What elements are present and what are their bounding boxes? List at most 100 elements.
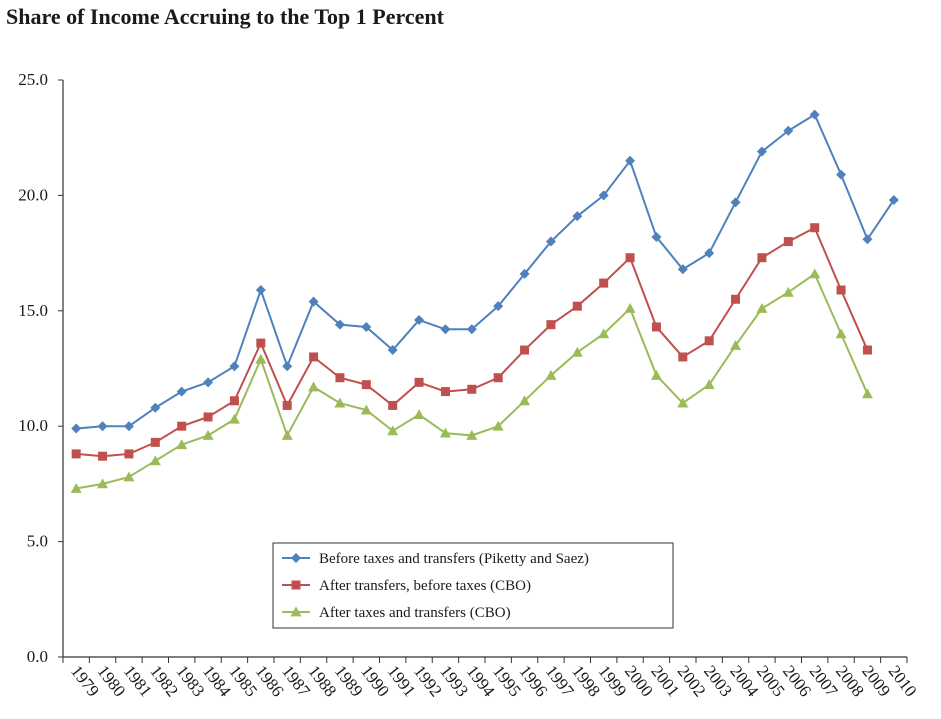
x-tick-label: 1987: [278, 662, 314, 701]
data-point: [572, 211, 583, 222]
data-point: [756, 302, 768, 313]
series-line: [76, 113, 895, 430]
data-point: [493, 373, 503, 383]
x-tick-label: 1995: [489, 662, 525, 700]
data-point: [519, 268, 530, 279]
data-point: [888, 195, 899, 206]
legend-box: [272, 542, 674, 629]
data-point: [308, 381, 320, 392]
data-point: [810, 223, 820, 233]
data-point: [97, 478, 109, 489]
data-point: [150, 402, 161, 413]
legend-label: After transfers, before taxes (CBO): [319, 578, 531, 594]
data-point: [177, 421, 187, 431]
data-point: [203, 412, 213, 422]
data-point: [281, 429, 293, 440]
data-point: [835, 328, 847, 339]
data-point: [545, 369, 557, 380]
legend-label: After taxes and transfers (CBO): [319, 605, 511, 621]
data-point: [149, 455, 161, 466]
data-point: [571, 346, 583, 357]
x-tick-label: 2006: [779, 662, 815, 700]
x-tick-label: 2000: [621, 662, 657, 700]
series-diamond: [71, 109, 899, 434]
series-line: [76, 226, 869, 458]
data-point: [98, 451, 108, 461]
data-point: [388, 400, 398, 410]
data-point: [809, 109, 820, 120]
data-point: [861, 388, 873, 399]
data-point: [731, 294, 741, 304]
data-point: [730, 197, 741, 208]
data-point: [651, 322, 661, 332]
data-point: [309, 352, 319, 362]
data-point: [862, 345, 872, 355]
legend-item: After transfers, before taxes (CBO): [282, 578, 531, 594]
x-tick-label: 1997: [542, 662, 578, 701]
x-tick-label: 2009: [858, 662, 894, 700]
x-tick-label: 1991: [384, 662, 420, 700]
data-point: [598, 190, 609, 201]
data-point: [71, 449, 81, 459]
x-tick-label: 2007: [806, 662, 842, 701]
data-point: [203, 377, 214, 388]
data-point: [783, 125, 794, 136]
data-point: [124, 449, 134, 459]
legend: Before taxes and transfers (Piketty and …: [272, 542, 674, 629]
data-point: [361, 380, 371, 390]
data-point: [862, 234, 873, 245]
x-tick-label: 1980: [93, 662, 129, 700]
y-tick-label: 5.0: [27, 532, 48, 551]
x-tick-label: 2005: [753, 662, 789, 700]
data-point: [677, 397, 689, 408]
x-tick-label: 2003: [700, 662, 736, 700]
x-tick-label: 2004: [726, 662, 762, 701]
x-tick-label: 1984: [199, 662, 235, 701]
data-point: [71, 423, 82, 434]
x-tick-label: 1992: [410, 662, 446, 700]
data-point: [439, 427, 451, 438]
x-tick-label: 1981: [120, 662, 156, 700]
data-point: [704, 336, 714, 346]
data-point: [202, 429, 214, 440]
data-point: [176, 386, 187, 397]
x-tick-label: 1982: [146, 662, 182, 700]
data-point: [123, 471, 135, 482]
y-tick-label: 20.0: [18, 185, 48, 204]
series-square: [71, 223, 872, 461]
data-point: [520, 345, 530, 355]
legend-item: After taxes and transfers (CBO): [282, 605, 511, 621]
data-point: [757, 253, 767, 263]
series-layer: [70, 109, 899, 493]
legend-marker: [290, 606, 302, 617]
y-tick-label: 25.0: [18, 70, 48, 89]
data-point: [360, 404, 372, 415]
x-tick-label: 1983: [173, 662, 209, 700]
data-point: [255, 285, 266, 296]
data-point: [334, 397, 346, 408]
data-point: [150, 437, 160, 447]
data-point: [176, 439, 188, 450]
data-point: [677, 264, 688, 275]
data-point: [678, 352, 688, 362]
data-point: [836, 169, 847, 180]
chart-title: Share of Income Accruing to the Top 1 Pe…: [6, 4, 444, 29]
data-point: [282, 400, 292, 410]
x-tick-label: 2001: [647, 662, 683, 700]
data-point: [704, 248, 715, 259]
data-point: [70, 483, 82, 493]
data-point: [335, 373, 345, 383]
data-point: [599, 278, 609, 288]
data-point: [782, 286, 794, 297]
data-point: [624, 302, 636, 313]
data-point: [256, 338, 266, 348]
data-point: [730, 339, 742, 350]
x-tick-label: 2010: [885, 662, 921, 700]
data-point: [492, 420, 504, 431]
data-point: [97, 421, 108, 432]
data-point: [545, 236, 556, 247]
data-point: [414, 315, 425, 326]
data-point: [414, 377, 424, 387]
x-tick-label: 1998: [568, 662, 604, 700]
